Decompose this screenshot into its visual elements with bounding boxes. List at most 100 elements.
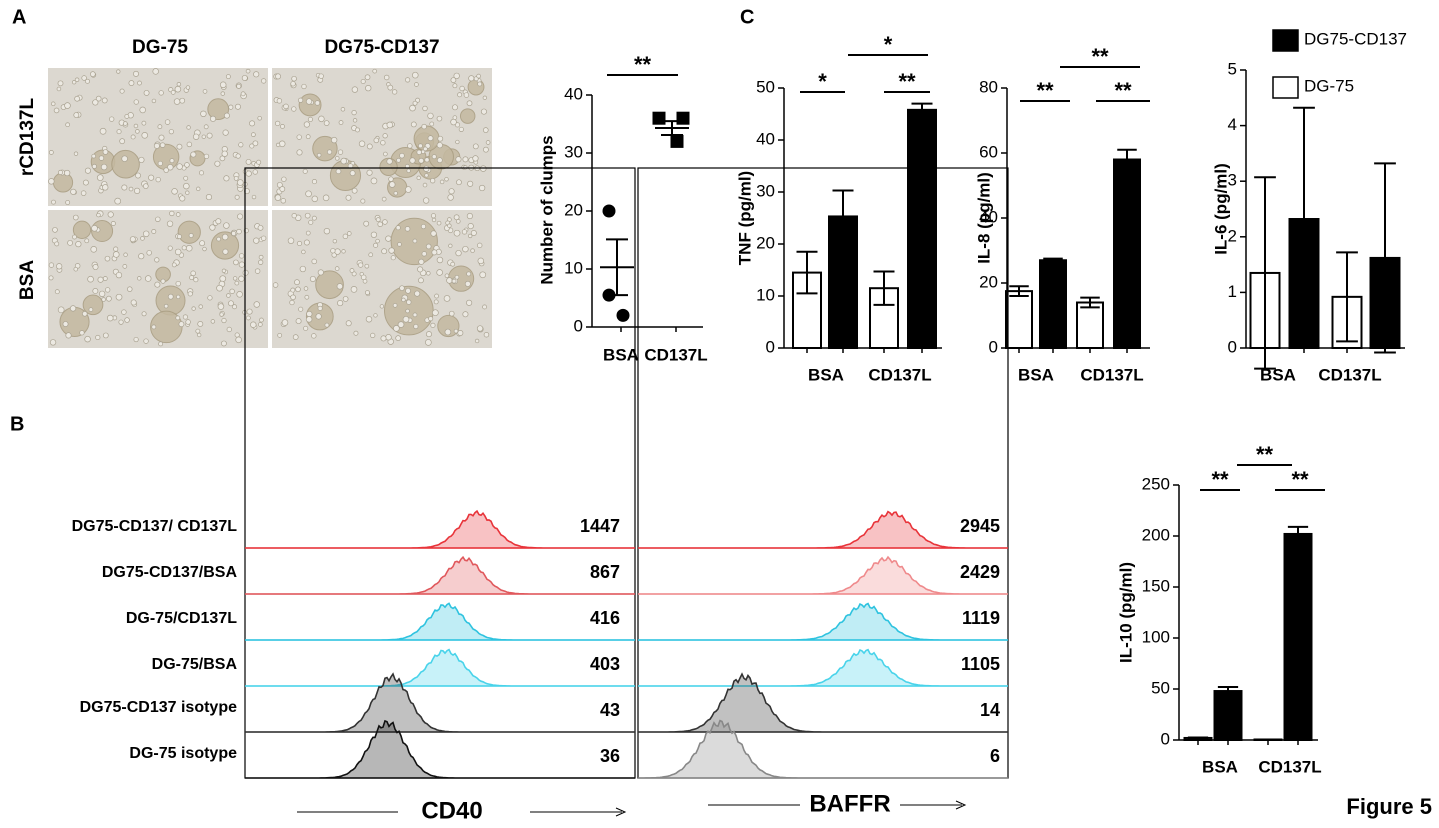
cell bbox=[95, 95, 102, 102]
bar bbox=[1369, 256, 1401, 350]
cell bbox=[366, 143, 373, 150]
cell bbox=[370, 231, 378, 238]
cell bbox=[72, 80, 77, 85]
cell bbox=[409, 104, 416, 112]
cell bbox=[414, 290, 421, 297]
cell bbox=[360, 78, 366, 85]
cell bbox=[375, 238, 380, 244]
data-point bbox=[616, 308, 630, 322]
cell bbox=[170, 89, 176, 95]
cell bbox=[92, 99, 99, 106]
cell bbox=[115, 293, 123, 301]
cell bbox=[91, 224, 98, 232]
cell bbox=[148, 174, 155, 181]
y-tick-label: 0 bbox=[1161, 729, 1170, 748]
row-label: DG75-CD137/ CD137L bbox=[72, 518, 238, 535]
cell bbox=[128, 186, 134, 192]
cell bbox=[226, 326, 232, 333]
cell bbox=[153, 142, 160, 149]
cell bbox=[98, 155, 105, 161]
cell bbox=[179, 195, 186, 202]
cell bbox=[252, 140, 259, 147]
cell bbox=[209, 115, 217, 122]
cell bbox=[410, 121, 417, 128]
cell bbox=[425, 243, 432, 250]
cell bbox=[336, 283, 344, 290]
cell bbox=[74, 95, 81, 102]
y-tick-label: 0 bbox=[574, 316, 583, 335]
cell bbox=[452, 104, 458, 111]
y-tick-label: 100 bbox=[1142, 627, 1170, 646]
cell bbox=[223, 112, 230, 119]
cell bbox=[183, 175, 189, 181]
cell bbox=[105, 287, 111, 293]
cell bbox=[399, 152, 405, 159]
cell bbox=[235, 336, 242, 344]
significance-label: ** bbox=[1211, 467, 1229, 492]
cell bbox=[114, 197, 122, 205]
legend-label: DG-75 bbox=[1304, 76, 1354, 95]
cell bbox=[317, 305, 323, 311]
cell bbox=[409, 157, 416, 164]
cell bbox=[209, 224, 216, 231]
cell bbox=[452, 115, 458, 120]
cell bbox=[335, 156, 340, 161]
cell bbox=[395, 335, 402, 341]
cell bbox=[364, 290, 370, 296]
cell bbox=[436, 115, 443, 122]
y-tick-label: 10 bbox=[564, 258, 583, 277]
cell bbox=[112, 251, 120, 258]
cell bbox=[69, 305, 77, 312]
legend-swatch bbox=[1272, 29, 1299, 52]
cell bbox=[70, 188, 77, 195]
cell-clump bbox=[82, 294, 104, 316]
cell bbox=[311, 258, 317, 265]
y-tick-label: 4 bbox=[1228, 115, 1237, 134]
cell bbox=[362, 278, 368, 284]
y-tick-label: 0 bbox=[1228, 337, 1237, 356]
cell bbox=[334, 248, 341, 255]
cell bbox=[387, 84, 394, 91]
cell bbox=[258, 259, 264, 265]
histogram bbox=[245, 648, 635, 687]
significance-label: ** bbox=[634, 52, 652, 77]
data-point bbox=[676, 111, 690, 125]
cell bbox=[454, 274, 460, 280]
cell bbox=[392, 303, 398, 308]
cell bbox=[121, 309, 127, 315]
cell bbox=[324, 322, 330, 328]
cell bbox=[109, 116, 115, 122]
cell bbox=[48, 149, 54, 155]
cell bbox=[121, 184, 128, 191]
cell bbox=[73, 266, 79, 272]
cell bbox=[349, 170, 356, 177]
cell bbox=[350, 286, 358, 293]
cell bbox=[340, 107, 346, 112]
cell bbox=[233, 175, 239, 181]
x-tick-label: BSA bbox=[1018, 365, 1054, 384]
cell bbox=[430, 230, 437, 237]
cell bbox=[79, 330, 85, 336]
cell bbox=[92, 288, 99, 294]
cell bbox=[197, 321, 204, 327]
cell bbox=[275, 73, 282, 80]
cell bbox=[189, 275, 195, 281]
cell bbox=[411, 71, 419, 79]
cell bbox=[382, 219, 388, 225]
cell bbox=[57, 80, 64, 87]
cell bbox=[455, 156, 462, 163]
cell bbox=[380, 140, 386, 146]
cell bbox=[49, 339, 57, 346]
cell-clump bbox=[72, 220, 92, 239]
cell bbox=[358, 140, 366, 147]
cell bbox=[141, 311, 147, 317]
cell bbox=[116, 69, 121, 74]
cell bbox=[123, 121, 128, 126]
cell bbox=[219, 312, 224, 317]
cell bbox=[275, 142, 281, 148]
cell bbox=[174, 248, 182, 256]
y-tick-label: 20 bbox=[564, 200, 583, 219]
y-axis-label: Number of clumps bbox=[537, 135, 556, 284]
x-tick-label: CD137L bbox=[1080, 365, 1143, 384]
